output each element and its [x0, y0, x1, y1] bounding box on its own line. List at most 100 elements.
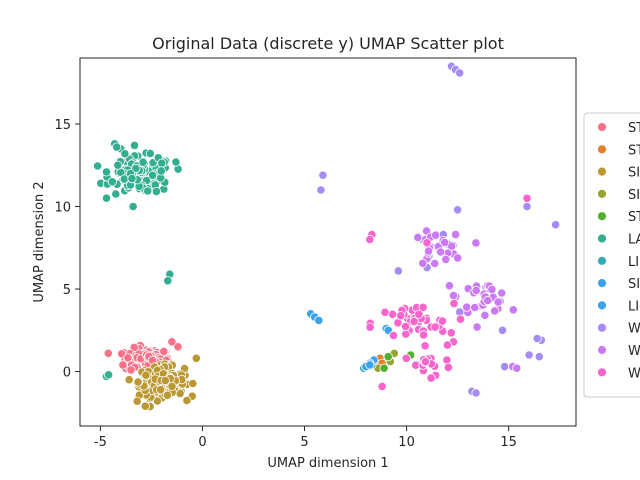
data-point	[471, 285, 481, 296]
legend: STSTSISISTLALISILIWWW	[583, 112, 640, 398]
data-point	[104, 370, 114, 380]
legend-label: LA	[628, 233, 640, 248]
data-point	[318, 170, 328, 180]
data-point	[167, 381, 177, 391]
data-point	[141, 370, 151, 380]
data-point	[420, 357, 431, 367]
data-point	[550, 220, 561, 230]
data-point	[138, 157, 148, 167]
data-point	[123, 353, 133, 363]
data-point	[129, 140, 140, 150]
legend-marker	[597, 367, 607, 378]
data-point	[448, 290, 459, 301]
legend-label: SI	[628, 188, 640, 203]
data-point	[449, 298, 459, 309]
data-point	[396, 311, 406, 321]
x-tick-label: 0	[198, 435, 206, 450]
data-point	[93, 161, 103, 171]
data-point	[426, 373, 436, 383]
y-axis-label: UMAP dimension 2	[32, 181, 47, 302]
data-point	[512, 363, 522, 373]
data-point	[455, 314, 466, 324]
data-point	[414, 309, 424, 319]
data-point	[440, 237, 450, 247]
data-point	[365, 234, 375, 245]
data-point	[455, 68, 465, 78]
data-point	[524, 350, 534, 360]
data-point	[480, 310, 490, 320]
data-point	[499, 361, 510, 372]
data-point	[113, 160, 123, 170]
plot-frame	[79, 57, 577, 427]
data-point	[508, 305, 518, 315]
data-point	[418, 330, 429, 340]
x-axis-label: UMAP dimension 1	[267, 456, 388, 471]
data-point	[388, 330, 399, 341]
data-point	[472, 322, 482, 332]
data-point	[132, 396, 142, 406]
data-point	[126, 365, 136, 375]
legend-marker	[597, 300, 607, 311]
data-point	[127, 174, 137, 184]
data-point	[163, 276, 173, 286]
data-point	[471, 388, 481, 398]
legend-marker	[597, 322, 607, 333]
data-point	[101, 167, 112, 177]
data-point	[420, 341, 430, 351]
data-point	[140, 401, 150, 411]
data-point	[452, 205, 463, 215]
data-point	[173, 342, 183, 352]
data-point	[157, 158, 167, 168]
data-point	[444, 281, 454, 291]
data-point	[387, 309, 398, 319]
data-point	[497, 288, 507, 298]
data-point	[101, 193, 112, 203]
data-point	[128, 201, 138, 212]
points-layer	[93, 61, 561, 412]
legend-label: W	[628, 344, 640, 359]
legend-marker	[597, 122, 607, 132]
data-point	[145, 148, 155, 159]
data-point	[422, 238, 432, 248]
legend-marker	[597, 278, 607, 289]
data-point	[413, 232, 423, 242]
data-point	[462, 302, 472, 312]
data-point	[103, 348, 113, 358]
legend-label: ST	[628, 121, 640, 136]
data-point	[497, 325, 508, 335]
data-point	[159, 346, 169, 356]
data-point	[133, 377, 143, 387]
data-point	[522, 201, 532, 212]
data-point	[409, 316, 419, 327]
data-point	[493, 297, 503, 307]
data-point	[191, 353, 201, 363]
data-point	[393, 266, 403, 276]
data-point	[112, 142, 122, 152]
data-point	[401, 329, 411, 339]
data-point	[118, 360, 128, 370]
x-axis: -5 0 5 10 15	[94, 426, 517, 450]
data-point	[487, 284, 497, 294]
data-point	[430, 258, 440, 269]
data-point	[162, 390, 173, 400]
data-point	[124, 375, 134, 385]
data-point	[143, 186, 153, 196]
legend-marker	[597, 188, 607, 199]
data-point	[423, 246, 434, 256]
series-11	[365, 193, 532, 391]
series-10	[413, 226, 522, 373]
data-point	[471, 238, 481, 248]
x-tick-label: 15	[500, 435, 517, 450]
y-tick-label: 0	[63, 366, 71, 381]
series-5	[93, 139, 183, 382]
series-4	[379, 350, 416, 373]
data-point	[379, 363, 389, 373]
data-point	[365, 360, 375, 370]
data-point	[522, 193, 532, 203]
legend-label: W	[628, 322, 640, 337]
legend-label: ST	[628, 210, 640, 225]
legend-label: LI	[628, 255, 639, 270]
data-point	[380, 307, 390, 317]
legend-label: W	[628, 366, 640, 381]
